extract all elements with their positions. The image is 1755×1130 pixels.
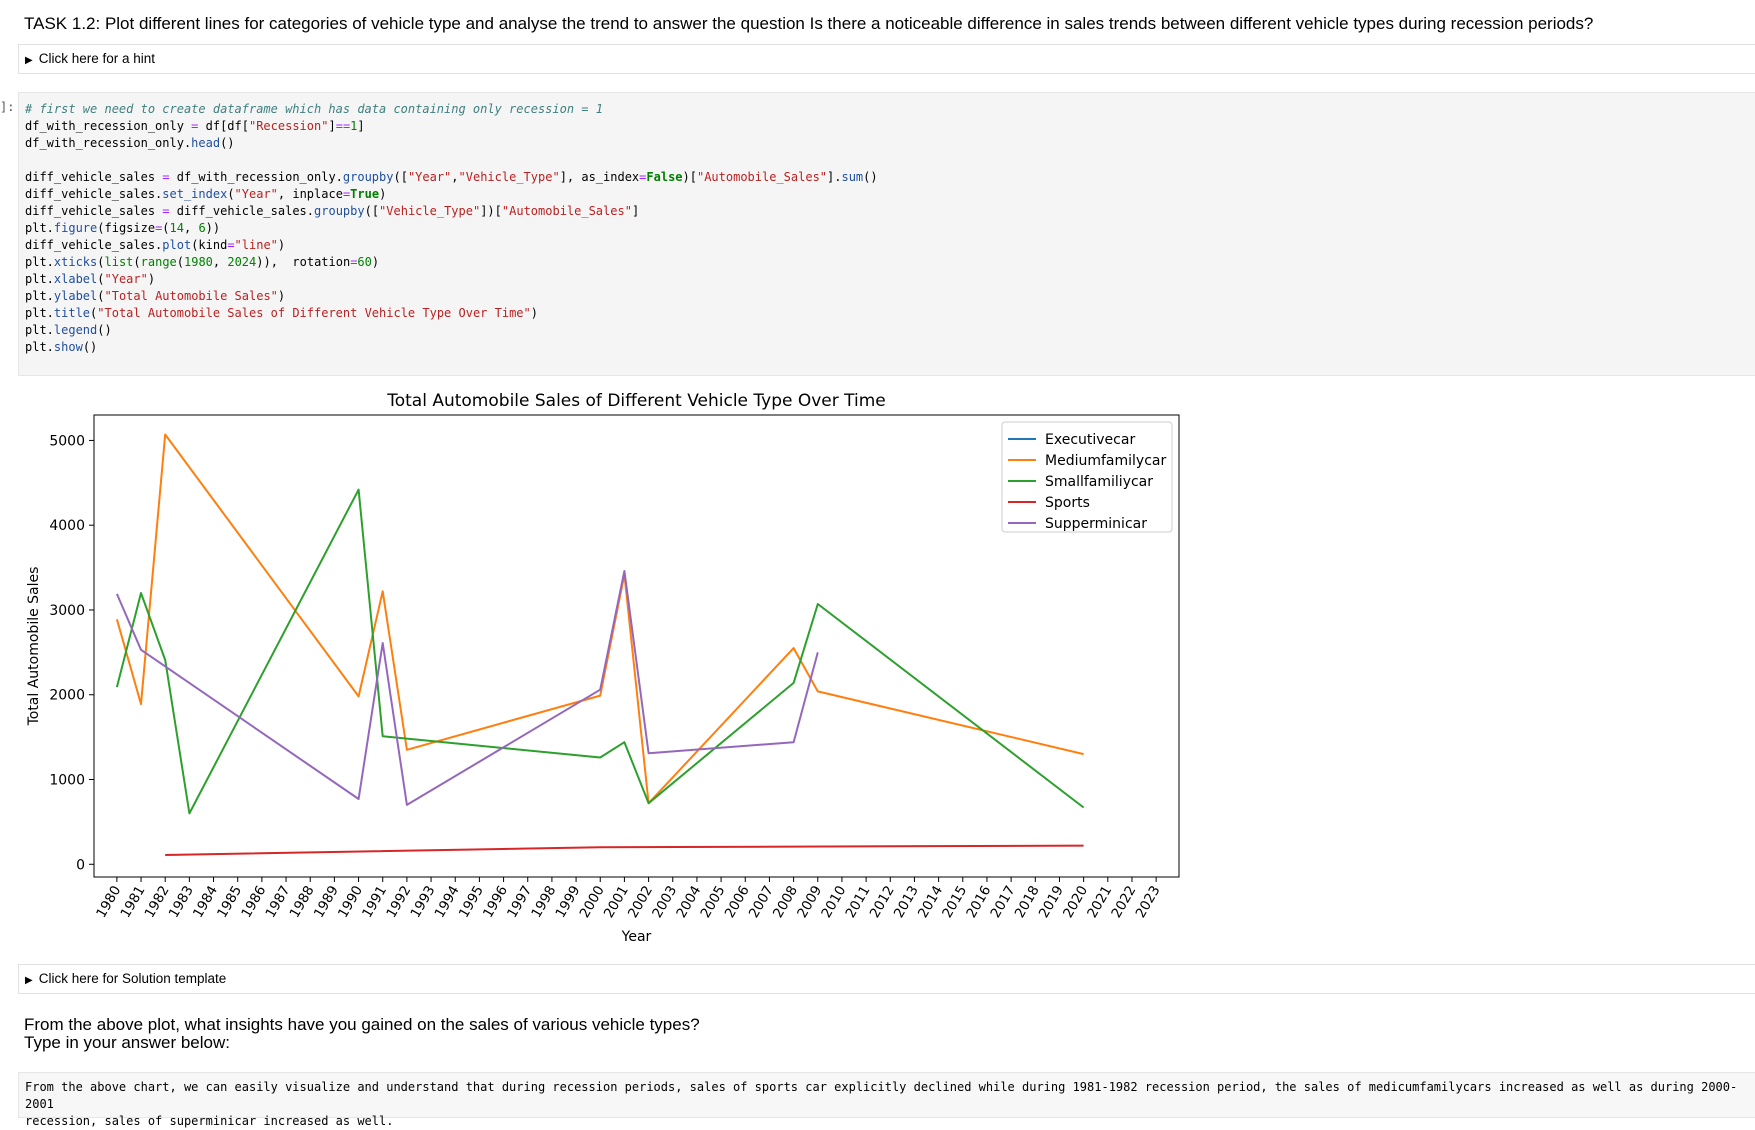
question-heading: From the above plot, what insights have … [24,1016,700,1052]
chart-output: Total Automobile Sales of Different Vehi… [0,380,1200,950]
legend-label-sports: Sports [1045,495,1090,511]
legend-box [1001,421,1173,533]
x-tick-label: 2023 [1133,883,1164,921]
legend-label-supperminicar: Supperminicar [1045,516,1147,532]
code-line: plt.ylabel("Total Automobile Sales") [25,289,286,303]
legend-label-executivecar: Executivecar [1045,432,1135,448]
hint-label: Click here for a hint [38,51,156,66]
legend-label-mediumfamilycar: Mediumfamilycar [1045,453,1166,469]
series-line-supperminicar [115,570,819,806]
code-line: diff_vehicle_sales.plot(kind="line") [25,238,286,252]
question-line-2: Type in your answer below: [24,1033,230,1052]
y-tick-label: 4000 [49,518,85,534]
y-tick-label: 5000 [49,433,85,449]
code-line: plt.show() [25,340,98,354]
code-editor[interactable]: # first we need to create dataframe whic… [25,101,878,356]
code-line: plt.xlabel("Year") [25,272,156,286]
answer-cell[interactable]: From the above chart, we can easily visu… [18,1072,1755,1128]
y-tick-label: 1000 [49,773,85,789]
task-title: TASK 1.2: Plot different lines for categ… [24,14,1594,33]
chart-title: Total Automobile Sales of Different Vehi… [386,391,886,411]
line-chart: Total Automobile Sales of Different Vehi… [26,391,1180,945]
code-line: diff_vehicle_sales = diff_vehicle_sales.… [25,204,640,218]
code-line: df_with_recession_only.head() [25,136,235,150]
y-tick-label: 3000 [49,603,85,619]
y-axis-label: Total Automobile Sales [26,567,42,727]
code-cell[interactable]: # first we need to create dataframe whic… [18,92,1755,376]
disclosure-triangle-icon: ▶ [25,55,33,66]
plot-frame [93,414,1180,878]
code-line: diff_vehicle_sales = df_with_recession_o… [25,170,878,184]
cell-prompt: ]: [0,100,15,114]
y-tick-label: 0 [76,857,85,873]
solution-toggle[interactable]: ▶ Click here for Solution template [18,964,1755,994]
code-line: df_with_recession_only = df[df["Recessio… [25,119,365,133]
code-line: diff_vehicle_sales.set_index("Year", inp… [25,187,387,201]
code-line: plt.title("Total Automobile Sales of Dif… [25,306,538,320]
series-line-smallfamiliycar [115,488,1085,815]
series-line-mediumfamilycar [115,433,1084,805]
x-axis-label: Year [621,929,652,945]
answer-line-1: From the above chart, we can easily visu… [25,1080,1738,1111]
y-tick-label: 2000 [49,688,85,704]
question-line-1: From the above plot, what insights have … [24,1015,700,1034]
code-line: plt.xticks(list(range(1980, 2024)), rota… [25,255,380,269]
solution-label: Click here for Solution template [38,971,227,986]
code-line: plt.figure(figsize=(14, 6)) [25,221,221,235]
series-line-sports [165,844,1084,856]
disclosure-triangle-icon: ▶ [25,975,33,986]
answer-line-2: recession, sales of superminicar increas… [25,1114,394,1128]
legend-label-smallfamiliycar: Smallfamiliycar [1045,474,1153,490]
code-line: # first we need to create dataframe whic… [25,102,603,116]
code-line: plt.legend() [25,323,112,337]
hint-toggle[interactable]: ▶ Click here for a hint [18,44,1755,74]
